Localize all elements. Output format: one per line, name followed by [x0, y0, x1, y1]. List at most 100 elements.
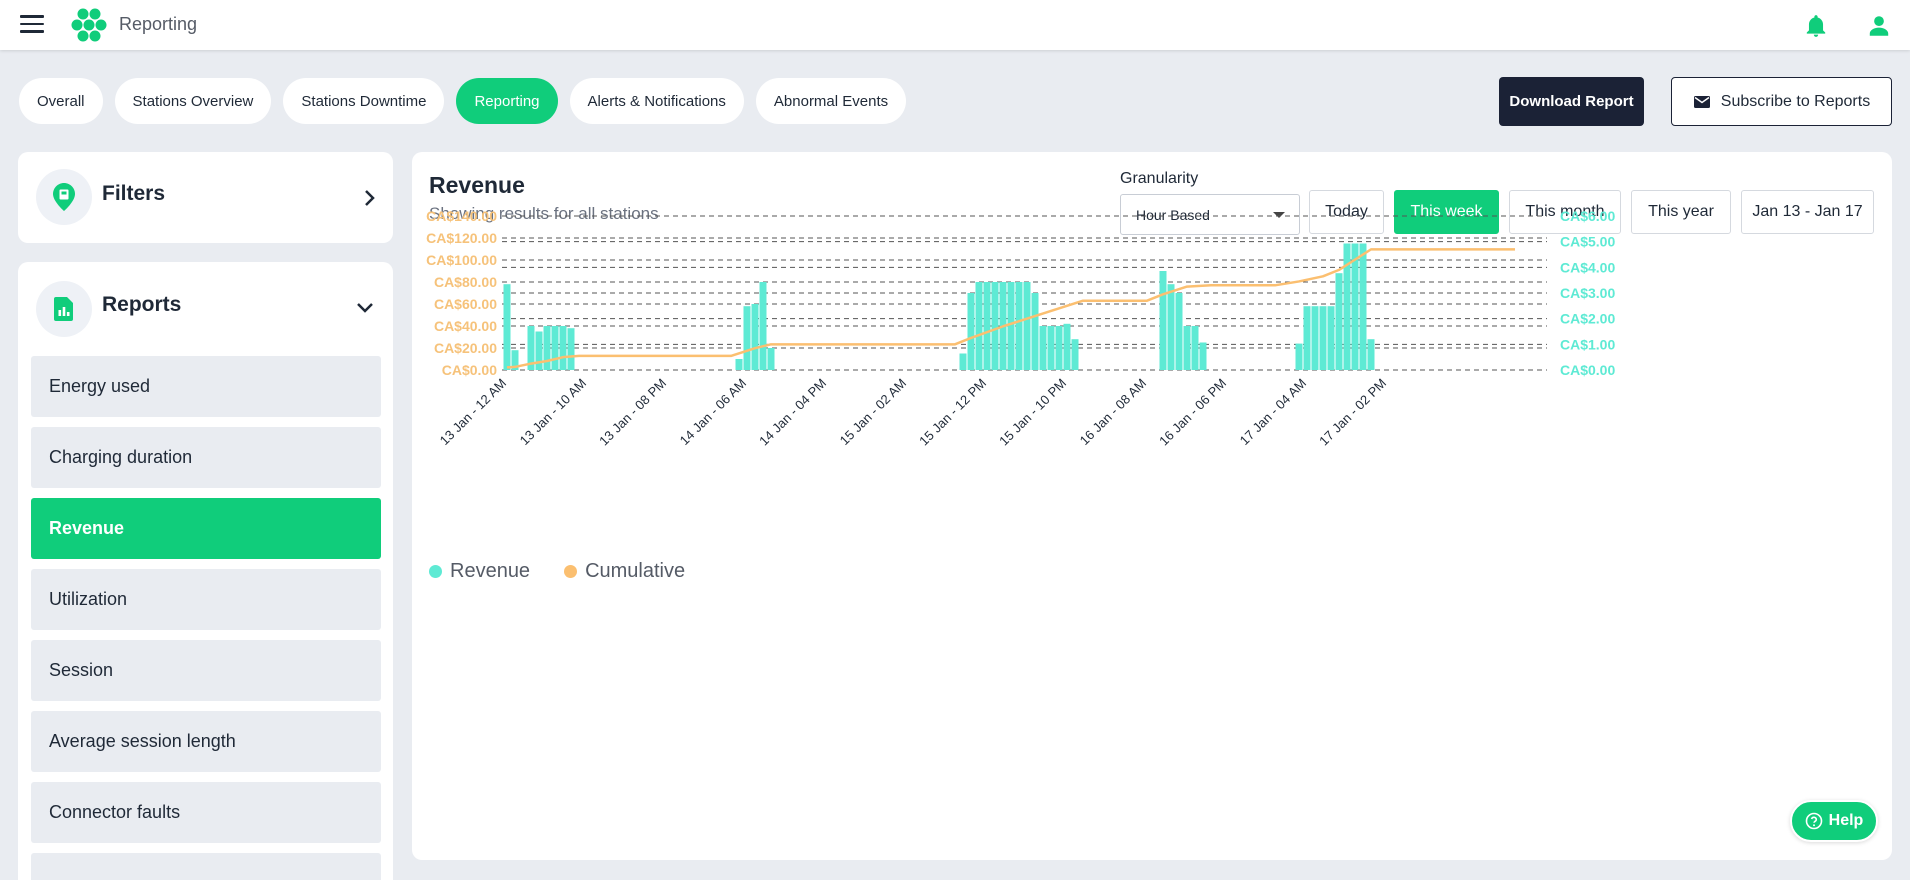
- subscribe-reports-button[interactable]: Subscribe to Reports: [1671, 77, 1892, 126]
- report-item-utilization[interactable]: Utilization: [31, 569, 381, 630]
- revenue-bar: [1159, 271, 1167, 370]
- revenue-bar: [1031, 293, 1039, 370]
- mail-icon: [1693, 95, 1710, 108]
- revenue-bar: [967, 293, 975, 370]
- revenue-bar: [1063, 323, 1071, 370]
- report-item-session[interactable]: Session: [31, 640, 381, 701]
- revenue-bar: [1071, 339, 1079, 370]
- nav-tabs: Overall Stations Overview Stations Downt…: [19, 78, 907, 124]
- revenue-bar: [1175, 293, 1183, 370]
- revenue-bar: [535, 331, 543, 370]
- main-panel: Revenue Showing results for all stations…: [412, 152, 1892, 860]
- chevron-down-icon[interactable]: [355, 298, 375, 318]
- tab-abnormal-events[interactable]: Abnormal Events: [755, 78, 907, 124]
- filters-title: Filters: [102, 182, 166, 205]
- this-week-button[interactable]: This week: [1394, 190, 1499, 234]
- location-pin-icon: [53, 183, 75, 211]
- user-icon[interactable]: [1866, 13, 1892, 39]
- top-bar: Reporting: [0, 0, 1910, 50]
- subscribe-label: Subscribe to Reports: [1720, 92, 1871, 110]
- revenue-chart: CA$0.00 CA$20.00 CA$40.00 CA$60.00 CA$80.00 C…: [426, 208, 1615, 449]
- report-item-average-session-length[interactable]: Average session length: [31, 711, 381, 772]
- filters-panel[interactable]: Filters: [18, 152, 393, 243]
- x-tick-label: 13 Jan - 08 PM: [596, 376, 669, 449]
- revenue-bar: [1295, 343, 1303, 370]
- x-tick-label: 15 Jan - 12 PM: [916, 376, 989, 449]
- y-right-tick-label: CA$4.00: [1560, 259, 1615, 275]
- legend-cumulative[interactable]: Cumulative: [564, 560, 685, 583]
- download-report-button[interactable]: Download Report: [1499, 77, 1644, 126]
- this-month-button[interactable]: This month: [1509, 190, 1621, 234]
- revenue-bar: [975, 282, 983, 370]
- revenue-bar: [1183, 326, 1191, 370]
- caret-down-icon: [1273, 212, 1285, 218]
- this-year-button[interactable]: This year: [1631, 190, 1731, 234]
- revenue-bar: [1311, 306, 1319, 370]
- cumulative-line: [506, 248, 1515, 369]
- report-item-connector-faults[interactable]: Connector faults: [31, 782, 381, 843]
- revenue-bar: [767, 348, 775, 370]
- revenue-bar: [1039, 326, 1047, 370]
- revenue-bar: [1015, 282, 1023, 370]
- revenue-bar: [1343, 243, 1351, 370]
- y-left-tick-label: CA$80.00: [434, 274, 497, 290]
- revenue-bar: [1191, 326, 1199, 370]
- help-label: Help: [1828, 812, 1864, 829]
- y-left-tick-label: CA$40.00: [434, 318, 497, 334]
- x-tick-label: 16 Jan - 06 PM: [1156, 376, 1229, 449]
- legend-revenue-swatch: [429, 565, 442, 578]
- tab-stations-overview[interactable]: Stations Overview: [114, 78, 272, 124]
- x-tick-label: 15 Jan - 10 PM: [996, 376, 1069, 449]
- legend-cumulative-swatch: [564, 565, 578, 578]
- y-left-tick-label: CA$0.00: [442, 362, 497, 378]
- y-right-tick-label: CA$1.00: [1560, 336, 1615, 352]
- tab-reporting[interactable]: Reporting: [456, 78, 558, 124]
- revenue-bar: [759, 282, 767, 370]
- report-item-more[interactable]: [31, 853, 381, 880]
- revenue-bar: [1023, 282, 1031, 370]
- x-tick-label: 15 Jan - 02 AM: [837, 376, 909, 448]
- logo-icon: [71, 8, 107, 42]
- x-tick-label: 14 Jan - 04 PM: [756, 376, 829, 449]
- report-item-energy-used[interactable]: Energy used: [31, 356, 381, 417]
- revenue-bar: [503, 284, 511, 370]
- revenue-bar: [983, 282, 991, 370]
- help-button[interactable]: Help: [1790, 800, 1878, 842]
- y-right-tick-label: CA$5.00: [1560, 234, 1615, 250]
- revenue-bar: [559, 326, 567, 370]
- revenue-bar: [1047, 326, 1055, 370]
- revenue-bar: [1327, 306, 1335, 370]
- date-range-picker[interactable]: Jan 13 - Jan 17: [1741, 190, 1874, 234]
- tab-alerts-notifications[interactable]: Alerts & Notifications: [569, 78, 744, 124]
- revenue-bar: [735, 359, 743, 370]
- report-item-charging-duration[interactable]: Charging duration: [31, 427, 381, 488]
- legend-revenue-label: Revenue: [450, 560, 531, 582]
- legend-revenue[interactable]: Revenue: [429, 560, 530, 583]
- revenue-bar: [511, 350, 519, 370]
- chevron-right-icon[interactable]: [360, 188, 380, 208]
- revenue-bar: [991, 282, 999, 370]
- tab-stations-downtime[interactable]: Stations Downtime: [283, 78, 445, 124]
- revenue-bar: [551, 326, 559, 370]
- filters-icon-wrap: [36, 169, 92, 225]
- revenue-bar: [1055, 326, 1063, 370]
- today-button[interactable]: Today: [1309, 190, 1384, 234]
- legend-cumulative-label: Cumulative: [585, 560, 686, 582]
- report-item-revenue[interactable]: Revenue: [31, 498, 381, 559]
- revenue-bar: [1199, 342, 1207, 370]
- hamburger-menu-icon[interactable]: [20, 15, 44, 35]
- revenue-bar: [1359, 243, 1367, 370]
- revenue-bar: [1007, 282, 1015, 370]
- granularity-select[interactable]: Hour Based: [1120, 194, 1300, 235]
- revenue-bar: [1167, 284, 1175, 370]
- chart-legend: Revenue Cumulative: [429, 560, 685, 583]
- y-left-tick-label: CA$60.00: [434, 296, 497, 312]
- y-left-tick-label: CA$140.00: [426, 208, 497, 224]
- revenue-bar: [543, 326, 551, 370]
- y-right-tick-label: CA$2.00: [1560, 311, 1615, 327]
- y-left-tick-label: CA$100.00: [426, 252, 497, 268]
- reports-title: Reports: [102, 293, 182, 316]
- bell-icon[interactable]: [1803, 13, 1829, 39]
- x-tick-label: 16 Jan - 08 AM: [1077, 376, 1149, 448]
- tab-overall[interactable]: Overall: [19, 78, 103, 124]
